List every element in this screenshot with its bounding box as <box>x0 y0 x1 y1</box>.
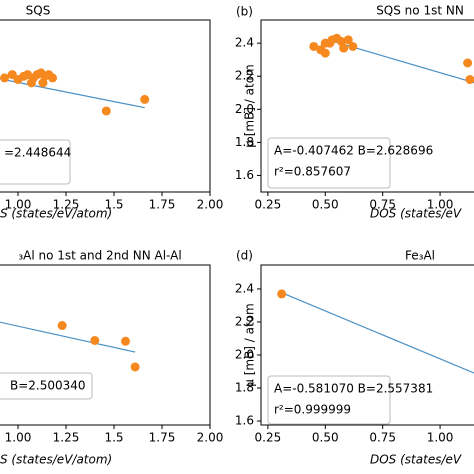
annotation: r²=0.857607 <box>274 165 351 179</box>
data-point <box>130 362 140 372</box>
x-tick-label: 0.75 <box>369 431 396 445</box>
annotation-box <box>0 139 71 185</box>
data-point <box>343 35 353 45</box>
fit-line <box>0 78 145 109</box>
x-tick-label: 1.00 <box>5 198 32 212</box>
data-point <box>38 78 48 88</box>
x-tick-label: 1.5 <box>104 198 123 212</box>
x-tick-label: 2.00 <box>197 198 224 212</box>
x-tick-label: 1.00 <box>5 431 32 445</box>
annotation-box <box>267 137 391 189</box>
x-tick-label: 1.00 <box>427 198 454 212</box>
chart-title: Fe₃Al <box>405 249 435 263</box>
x-tick-label: 0.50 <box>312 198 339 212</box>
annotation: r²=0.999999 <box>274 403 351 417</box>
axes-frame <box>260 264 474 426</box>
x-tick-label: 1.75 <box>149 431 176 445</box>
panel-label: (d) <box>236 249 253 263</box>
axes-frame <box>260 19 474 193</box>
data-point <box>140 94 150 104</box>
x-tick-label: 1.25 <box>53 431 80 445</box>
annotation: B=2.500340 <box>10 379 86 393</box>
x-axis-label: S (states/eV/atom) <box>0 207 112 221</box>
axes-frame <box>0 264 211 426</box>
fit-line <box>281 292 474 374</box>
axes-frame <box>0 19 211 193</box>
annotation-box <box>0 372 93 400</box>
y-axis-label: μ [mB] / atom <box>243 64 257 148</box>
data-point <box>26 78 36 88</box>
x-tick-label: 0.75 <box>369 198 396 212</box>
annotation: A=-0.407462 B=2.628696 <box>274 144 433 158</box>
data-point <box>465 75 474 85</box>
data-point <box>277 289 287 299</box>
data-point <box>309 41 319 51</box>
y-tick-label: 2.2 <box>235 314 254 328</box>
x-tick-label: 2.00 <box>197 431 224 445</box>
chart-title: SQS no 1st NN <box>376 4 464 18</box>
x-tick-label: 1.25 <box>53 198 80 212</box>
data-point <box>463 58 473 68</box>
data-point <box>348 41 358 51</box>
x-axis-label: DOS (states/eV <box>370 453 462 467</box>
chart-title: SQS <box>26 4 51 18</box>
data-point <box>121 336 131 346</box>
annotation: =2.448644 <box>4 146 71 160</box>
data-point <box>57 321 67 331</box>
data-point <box>90 335 100 345</box>
y-tick-label: 1.6 <box>235 414 254 428</box>
data-point <box>0 73 10 83</box>
data-point <box>320 38 330 48</box>
x-tick-label: 0.25 <box>255 198 282 212</box>
y-tick-label: 2.2 <box>235 69 254 83</box>
y-tick-label: 2.4 <box>235 36 254 50</box>
annotation-box <box>267 375 391 425</box>
y-tick-label: 2.0 <box>235 347 254 361</box>
x-axis-label: S (states/eV/atom) <box>0 453 112 467</box>
y-axis-label: μ [mB] / atom <box>243 303 257 387</box>
x-tick-label: 1.5 <box>104 431 123 445</box>
data-point <box>48 73 58 83</box>
x-tick-label: 0.50 <box>312 431 339 445</box>
data-point <box>339 43 349 53</box>
chart-title: ₃Al no 1st and 2nd NN Al-Al <box>18 249 181 263</box>
y-tick-label: 1.8 <box>235 135 254 149</box>
y-tick-label: 2.4 <box>235 281 254 295</box>
y-tick-label: 1.8 <box>235 381 254 395</box>
y-tick-label: 1.6 <box>235 168 254 182</box>
x-tick-label: 1.00 <box>427 431 454 445</box>
panel-label: (b) <box>236 5 253 19</box>
fit-line <box>0 321 136 353</box>
x-tick-label: 0.25 <box>255 431 282 445</box>
data-point <box>320 48 330 58</box>
x-axis-label: DOS (states/eV <box>370 207 462 221</box>
y-tick-label: 2.0 <box>235 102 254 116</box>
annotation: A=-0.581070 B=2.557381 <box>274 382 433 396</box>
data-point <box>101 106 111 116</box>
x-tick-label: 1.75 <box>149 198 176 212</box>
